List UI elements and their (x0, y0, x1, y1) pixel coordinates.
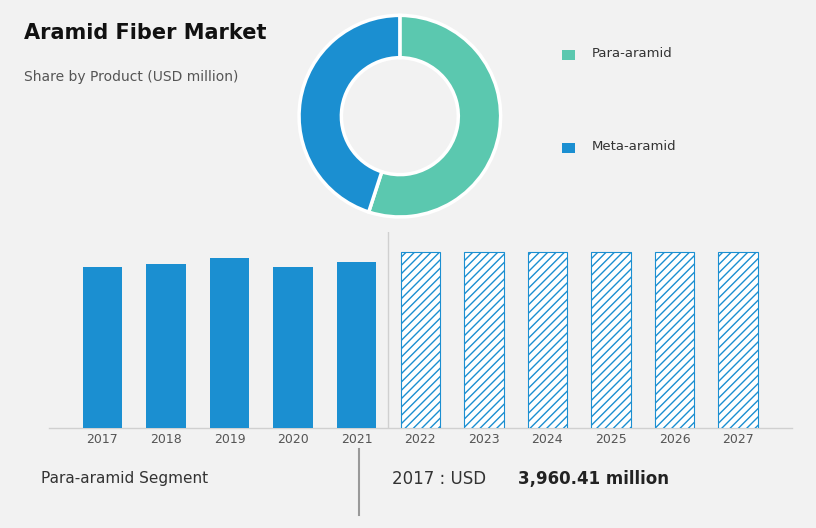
Text: Share by Product (USD million): Share by Product (USD million) (24, 70, 239, 84)
Text: Aramid Fiber Market: Aramid Fiber Market (24, 23, 267, 43)
Bar (654, 252, 694, 428)
Text: Para-aramid: Para-aramid (592, 48, 672, 60)
Wedge shape (299, 15, 400, 212)
Text: 3,960.41 million: 3,960.41 million (518, 469, 669, 488)
Text: 2017 : USD: 2017 : USD (392, 469, 491, 488)
Bar (401, 252, 440, 428)
Bar (210, 258, 249, 428)
Bar (82, 268, 122, 428)
Bar (528, 252, 567, 428)
Bar (146, 263, 186, 428)
Bar (561, 143, 574, 153)
Text: Meta-aramid: Meta-aramid (592, 140, 676, 153)
Bar (592, 252, 631, 428)
Bar (561, 50, 574, 60)
Wedge shape (369, 15, 501, 217)
Bar (273, 268, 313, 428)
Bar (337, 261, 376, 428)
Bar (718, 252, 758, 428)
Text: Para-aramid Segment: Para-aramid Segment (41, 471, 208, 486)
Bar (464, 252, 503, 428)
